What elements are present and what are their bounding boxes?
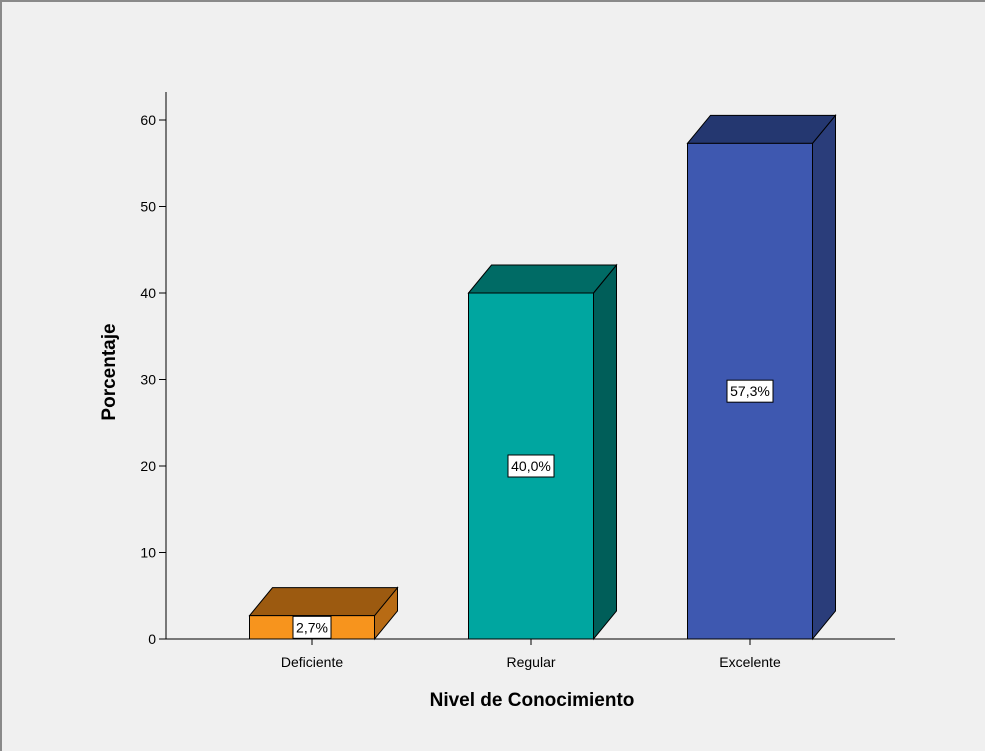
x-axis-title: Nivel de Conocimiento <box>430 690 635 711</box>
data-label-text: 2,7% <box>296 619 328 635</box>
data-label: 40,0% <box>507 454 555 478</box>
data-label-box <box>292 615 332 639</box>
y-tick-label: 10 <box>140 545 156 561</box>
bars <box>248 113 837 641</box>
x-category-label: Deficiente <box>281 654 343 670</box>
x-category-label: Regular <box>506 654 555 670</box>
bar-top-face <box>686 114 837 144</box>
data-label: 2,7% <box>292 615 332 639</box>
data-label-box <box>507 454 555 478</box>
data-label-box <box>726 379 774 403</box>
y-tick-label: 0 <box>148 631 156 647</box>
y-tick-label: 60 <box>140 112 156 128</box>
bar-excelente <box>686 113 837 641</box>
y-tick-label: 30 <box>140 372 156 388</box>
y-axis-title: Porcentaje <box>99 323 120 420</box>
axes: 0 10 20 30 40 50 60 Deficiente Regular Excelente <box>140 92 895 670</box>
bar-side-face <box>593 263 617 641</box>
y-tick-label: 20 <box>140 458 156 474</box>
bar-top-face <box>248 587 399 617</box>
y-tick-label: 50 <box>140 199 156 215</box>
bar-regular <box>467 263 618 641</box>
bar-top-face <box>467 264 618 294</box>
bar-side-face <box>812 113 836 641</box>
data-label-text: 40,0% <box>511 458 551 474</box>
data-labels: 2,7% 40,0% 57,3% <box>292 379 774 639</box>
y-tick-label: 40 <box>140 285 156 301</box>
data-label-text: 57,3% <box>730 383 770 399</box>
data-label: 57,3% <box>726 379 774 403</box>
x-category-label: Excelente <box>719 654 781 670</box>
